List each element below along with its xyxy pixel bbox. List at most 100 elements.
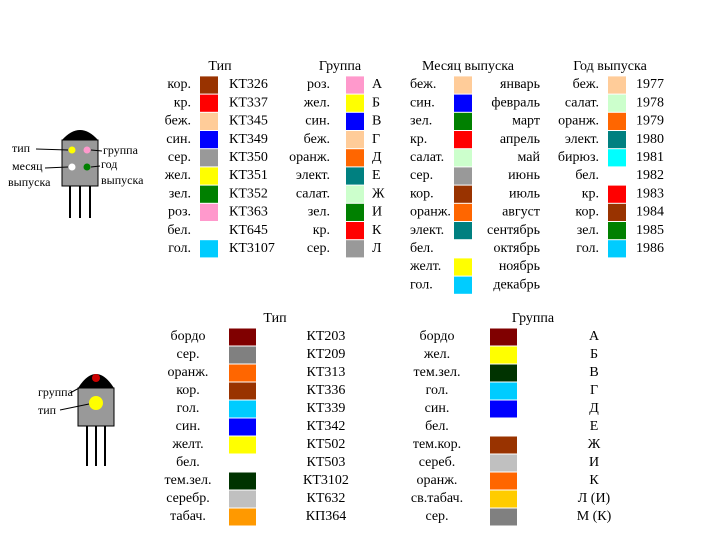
color-name: элект.	[410, 223, 444, 238]
code: КТ503	[307, 455, 346, 470]
color-swatch	[608, 203, 626, 221]
color-name: салат.	[410, 150, 444, 165]
code: Л	[372, 241, 382, 256]
color-swatch	[454, 94, 472, 112]
code: КТ209	[307, 347, 346, 362]
code: 1983	[636, 186, 664, 201]
color-swatch	[229, 346, 256, 364]
code: Г	[372, 132, 380, 147]
color-name: кор.	[167, 77, 191, 92]
table-header: Тип	[263, 311, 287, 326]
transistor-top: тип месяц выпуска группа год выпуска	[8, 130, 144, 218]
color-swatch	[608, 240, 626, 258]
color-swatch	[200, 94, 218, 112]
color-swatch	[229, 490, 256, 508]
color-swatch	[454, 258, 472, 276]
code: май	[518, 150, 541, 165]
color-swatch	[346, 167, 364, 185]
color-name: кр.	[174, 95, 191, 110]
color-swatch	[454, 149, 472, 167]
code: КТ3107	[229, 241, 275, 256]
color-name: тем.зел.	[414, 365, 461, 380]
code: И	[372, 205, 382, 220]
color-name: бел.	[176, 455, 200, 470]
code: К	[372, 223, 382, 238]
code: КП364	[306, 509, 346, 524]
color-swatch	[454, 112, 472, 130]
color-name: сер.	[168, 150, 191, 165]
color-name: салат.	[565, 95, 599, 110]
color-swatch	[229, 328, 256, 346]
code: КТ336	[307, 383, 346, 398]
code: 1982	[636, 168, 664, 183]
color-name: син.	[425, 401, 450, 416]
code: И	[589, 455, 599, 470]
table-header: Группа	[319, 59, 362, 74]
color-swatch	[200, 149, 218, 167]
color-swatch	[346, 112, 364, 130]
color-swatch	[454, 222, 472, 240]
code: КТ313	[307, 365, 346, 380]
color-swatch	[229, 472, 256, 490]
code: КТ342	[307, 419, 346, 434]
color-swatch	[454, 131, 472, 149]
color-name: зел.	[410, 114, 432, 129]
color-name: оранж.	[168, 365, 209, 380]
color-swatch	[490, 346, 517, 364]
color-name: сер.	[176, 347, 199, 362]
color-swatch	[608, 185, 626, 203]
code: КТ326	[229, 77, 268, 92]
code: 1986	[636, 241, 664, 256]
color-name: гол.	[576, 241, 599, 256]
code: КТ349	[229, 132, 268, 147]
color-swatch	[608, 222, 626, 240]
code: октябрь	[494, 241, 541, 256]
color-name: кр.	[313, 223, 330, 238]
color-name: гол.	[410, 277, 433, 292]
color-swatch	[200, 167, 218, 185]
code: КТ645	[229, 223, 268, 238]
code: Е	[590, 419, 599, 434]
color-name: зел.	[169, 186, 191, 201]
color-name: элект.	[565, 132, 599, 147]
color-name: зел.	[308, 205, 330, 220]
color-name: бордо	[419, 329, 454, 344]
color-swatch	[454, 203, 472, 221]
color-name: желт.	[409, 259, 441, 274]
color-name: син.	[166, 132, 191, 147]
code: Е	[372, 168, 381, 183]
color-swatch	[454, 240, 472, 258]
color-swatch	[229, 508, 256, 526]
color-swatch	[200, 185, 218, 203]
code: сентябрь	[487, 223, 540, 238]
label: тип	[12, 141, 31, 155]
table-header: Год выпуска	[573, 59, 647, 74]
color-name: кор.	[575, 205, 599, 220]
color-swatch	[608, 112, 626, 130]
color-swatch	[200, 222, 218, 240]
color-name: бордо	[170, 329, 205, 344]
label: группа	[38, 385, 74, 399]
color-name: роз.	[168, 205, 191, 220]
code: Ж	[372, 186, 385, 201]
color-swatch	[346, 131, 364, 149]
code: КТ502	[307, 437, 346, 452]
color-swatch	[454, 76, 472, 94]
color-swatch	[490, 454, 517, 472]
color-name: беж.	[165, 114, 191, 129]
label: выпуска	[101, 173, 144, 187]
code: Г	[590, 383, 598, 398]
color-swatch	[490, 364, 517, 382]
code: июль	[509, 186, 540, 201]
label: группа	[103, 143, 139, 157]
code: 1985	[636, 223, 664, 238]
color-name: бел.	[425, 419, 449, 434]
code: август	[502, 205, 540, 220]
color-swatch	[229, 454, 256, 472]
color-swatch	[346, 185, 364, 203]
color-name: оранж.	[558, 114, 599, 129]
color-swatch	[490, 436, 517, 454]
color-swatch	[346, 203, 364, 221]
code: апрель	[500, 132, 540, 147]
table-header: Группа	[512, 311, 555, 326]
